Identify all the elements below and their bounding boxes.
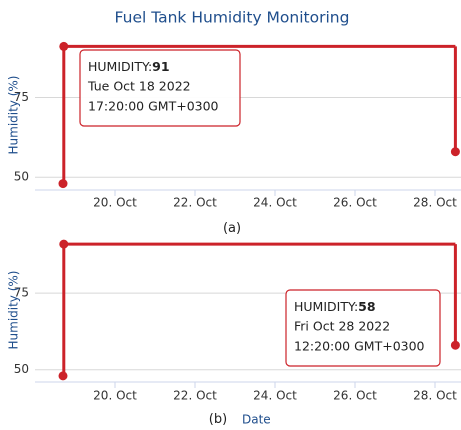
caption-text: (a) bbox=[223, 221, 241, 236]
y-tick-label: 75 bbox=[14, 90, 29, 104]
caption-text: (b) bbox=[209, 412, 227, 427]
tooltip-time: 17:20:00 GMT+0300 bbox=[88, 99, 219, 114]
tooltip-label-text: HUMIDITY: bbox=[88, 59, 152, 74]
x-tick-label: 22. Oct bbox=[173, 196, 217, 210]
x-tick-label: 28. Oct bbox=[413, 196, 457, 210]
y-axis-title: Humidity (%) bbox=[7, 76, 21, 155]
x-tick-label: 26. Oct bbox=[333, 196, 377, 210]
tooltip-time: 12:20:00 GMT+0300 bbox=[294, 339, 425, 354]
y-tick-label: 75 bbox=[14, 286, 29, 300]
x-axis-title: Date bbox=[242, 413, 271, 427]
tooltip-value: 58 bbox=[358, 299, 375, 314]
x-tick-label: 22. Oct bbox=[173, 389, 217, 403]
tooltip-date: Tue Oct 18 2022 bbox=[87, 79, 191, 94]
x-tick-label: 24. Oct bbox=[253, 196, 297, 210]
y-axis-title: Humidity (%) bbox=[7, 271, 21, 350]
chart-title: Fuel Tank Humidity Monitoring bbox=[115, 9, 350, 27]
tooltip-box bbox=[285, 289, 441, 367]
x-tick-label: 20. Oct bbox=[93, 196, 137, 210]
caption: (b) bbox=[209, 412, 227, 427]
caption: (a) bbox=[223, 221, 241, 236]
tooltip: HUMIDITY:91 Tue Oct 18 2022 17:20:00 GMT+0… bbox=[79, 49, 241, 127]
y-tick-label: 50 bbox=[14, 170, 29, 184]
point bbox=[450, 147, 460, 157]
point bbox=[58, 371, 68, 381]
tooltip-label: HUMIDITY:58 bbox=[294, 299, 376, 314]
point bbox=[450, 340, 460, 350]
tooltip-box bbox=[79, 49, 241, 127]
x-tick-label: 20. Oct bbox=[93, 389, 137, 403]
point bbox=[59, 41, 69, 51]
tooltip-label: HUMIDITY:91 bbox=[88, 59, 170, 74]
tooltip-value: 91 bbox=[152, 59, 169, 74]
tooltip: HUMIDITY:58 Fri Oct 28 2022 12:20:00 GMT+0… bbox=[285, 289, 441, 367]
x-tick-label: 26. Oct bbox=[333, 389, 377, 403]
y-tick-label: 50 bbox=[14, 362, 29, 376]
tooltip-label-text: HUMIDITY: bbox=[294, 299, 358, 314]
x-tick-label: 28. Oct bbox=[413, 389, 457, 403]
point bbox=[58, 179, 68, 189]
x-tick-label: 24. Oct bbox=[253, 389, 297, 403]
point bbox=[59, 239, 69, 249]
tooltip-date: Fri Oct 28 2022 bbox=[294, 319, 390, 334]
